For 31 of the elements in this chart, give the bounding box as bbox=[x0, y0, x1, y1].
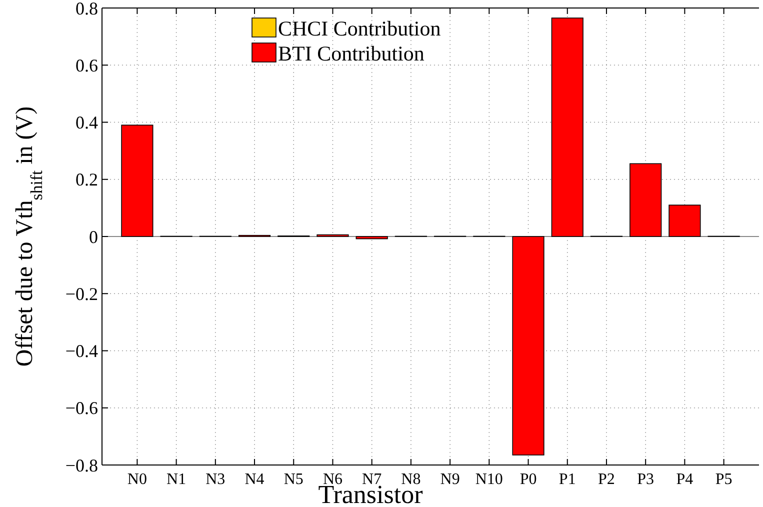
y-tick-label: 0.4 bbox=[76, 112, 98, 133]
y-tick-label: −0.4 bbox=[65, 341, 98, 362]
y-tick-label: 0.6 bbox=[76, 55, 98, 76]
legend-label: BTI Contribution bbox=[278, 41, 425, 66]
x-tick-label: N3 bbox=[206, 471, 226, 488]
y-tick-label: 0.2 bbox=[76, 170, 98, 190]
bar bbox=[630, 163, 662, 237]
bar bbox=[512, 236, 544, 456]
x-tick-label: N9 bbox=[440, 471, 460, 488]
x-tick-label: N8 bbox=[401, 471, 421, 488]
x-tick-label: N4 bbox=[244, 471, 264, 488]
x-tick-label: N1 bbox=[166, 471, 186, 488]
x-tick-label: N5 bbox=[284, 471, 304, 488]
bar bbox=[668, 204, 701, 237]
x-tick-label: P1 bbox=[558, 471, 576, 488]
bar bbox=[356, 236, 388, 240]
y-tick-label: −0.8 bbox=[65, 455, 98, 476]
x-tick-label: P4 bbox=[676, 471, 694, 488]
x-tick-label: P5 bbox=[715, 471, 732, 488]
x-tick-label: N10 bbox=[475, 471, 503, 488]
legend-label: CHCI Contribution bbox=[278, 16, 442, 40]
y-tick-label: −0.6 bbox=[65, 398, 98, 418]
x-tick-label: P0 bbox=[520, 471, 537, 488]
y-tick-label: 0.8 bbox=[76, 0, 98, 18]
bar bbox=[551, 18, 584, 237]
y-tick-label: −0.2 bbox=[65, 284, 98, 304]
x-tick-label: P2 bbox=[598, 471, 615, 488]
x-tick-label: P3 bbox=[637, 471, 654, 488]
y-tick-label: 0 bbox=[89, 226, 98, 247]
bar bbox=[121, 124, 154, 237]
x-tick-label: N0 bbox=[127, 471, 147, 488]
